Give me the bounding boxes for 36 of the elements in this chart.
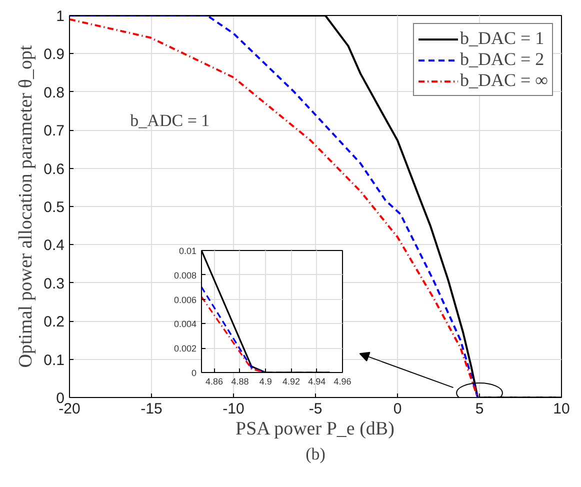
y-tick-label: 0.6 xyxy=(44,160,65,178)
y-tick-label: 0.3 xyxy=(44,275,65,292)
y-tick-label: 0.008 xyxy=(174,270,197,280)
y-tick-label: 0.006 xyxy=(174,294,197,305)
x-tick-label: -5 xyxy=(308,400,322,418)
x-tick-label: -15 xyxy=(140,400,162,418)
x-tick-label: 4.92 xyxy=(282,376,300,386)
y-tick-label: 0.5 xyxy=(44,199,65,216)
legend-label: b_DAC = ∞ xyxy=(460,70,548,91)
x-tick-label: 5 xyxy=(475,400,484,418)
legend-label: b_DAC = 1 xyxy=(460,28,544,49)
y-tick-label: 0.8 xyxy=(44,84,65,102)
x-tick-label: 4.88 xyxy=(231,376,249,386)
y-tick-label: 0.004 xyxy=(174,319,197,330)
y-tick-label: 0.2 xyxy=(44,314,65,331)
legend-label: b_DAC = 2 xyxy=(460,49,544,70)
text: (b) xyxy=(306,444,326,464)
x-tick-label: 4.94 xyxy=(308,376,326,386)
y-tick-label: 1 xyxy=(56,8,64,25)
x-tick-label: 0 xyxy=(393,400,402,418)
x-tick-label: -10 xyxy=(222,400,244,418)
y-tick-label: 0 xyxy=(56,390,64,407)
x-tick-label: 4.96 xyxy=(334,376,352,386)
y-tick-label: 0.4 xyxy=(44,237,65,254)
y-tick-label: 0.7 xyxy=(44,122,65,140)
annotation: b_ADC = 1 xyxy=(130,111,210,130)
y-tick-label: 0 xyxy=(191,368,197,378)
y-tick-label: 0.01 xyxy=(178,246,197,256)
y-tick-label: 0.002 xyxy=(174,344,197,354)
y-axis-title: Optimal power allocation parameter θ_opt xyxy=(16,44,37,368)
x-tick-label: 4.86 xyxy=(206,376,224,386)
y-tick-label: 0.9 xyxy=(44,46,65,64)
x-axis-title: PSA power P_e (dB) xyxy=(236,418,394,440)
x-tick-label: 4.9 xyxy=(259,376,272,386)
x-tick-label: 10 xyxy=(553,400,570,418)
y-tick-label: 0.1 xyxy=(44,352,65,369)
